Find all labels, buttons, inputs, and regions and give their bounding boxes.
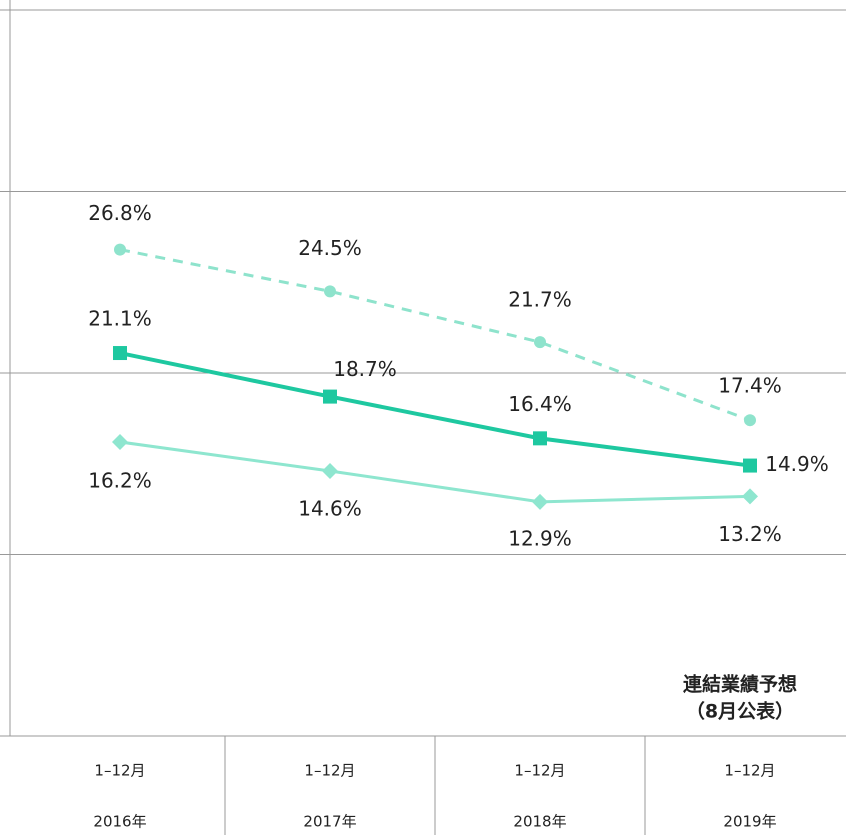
data-label: 18.7% [333,357,397,381]
data-label: 26.8% [88,201,152,225]
data-label: 14.9% [765,452,829,476]
marker [743,458,757,473]
series-line [119,440,751,504]
x-tick-label: 1–12月 [724,762,775,780]
data-label: 16.2% [88,468,152,492]
marker [744,414,756,427]
data-label: 16.4% [508,392,572,416]
marker [532,493,548,510]
marker [742,488,758,505]
marker [322,463,338,480]
marker [114,243,126,256]
marker [324,285,336,298]
data-label: 21.1% [88,307,152,331]
x-tick-label: 1–12月 [514,762,565,780]
x-tick-label: 1–12月 [304,762,355,780]
annotation: 連結業績予想 [683,673,797,696]
marker [534,336,546,349]
x-tick-label: 2017年 [303,813,356,831]
series-line [119,248,751,422]
x-tick-label: 2018年 [513,813,566,831]
annotation: （8月公表） [686,700,794,723]
data-label: 13.2% [718,522,782,546]
x-tick-label: 2016年 [93,813,146,831]
series-line [119,351,751,468]
data-label: 12.9% [508,526,572,550]
data-label: 14.6% [298,497,362,521]
marker [323,389,337,404]
x-tick-label: 1–12月 [94,762,145,780]
data-label: 17.4% [718,374,782,398]
marker [533,431,547,446]
marker [113,346,127,361]
data-label: 24.5% [298,236,362,260]
x-tick-label: 2019年 [723,813,776,831]
data-label: 21.7% [508,288,572,312]
marker [112,433,128,450]
